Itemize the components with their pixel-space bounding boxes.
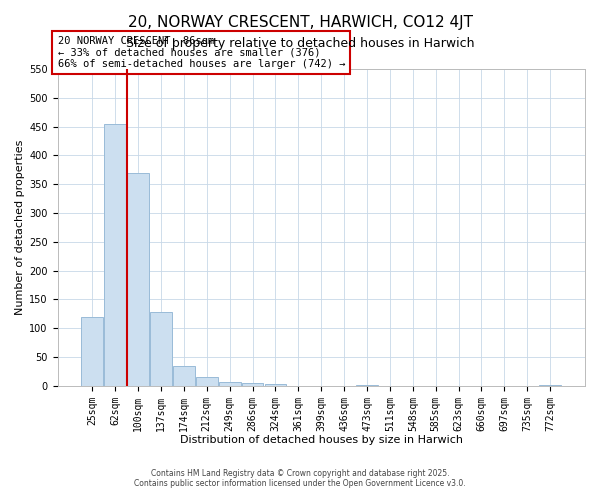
Text: Contains HM Land Registry data © Crown copyright and database right 2025.: Contains HM Land Registry data © Crown c… <box>151 468 449 477</box>
Bar <box>265 384 286 386</box>
Text: 20, NORWAY CRESCENT, HARWICH, CO12 4JT: 20, NORWAY CRESCENT, HARWICH, CO12 4JT <box>128 15 473 30</box>
Text: 20 NORWAY CRESCENT: 86sqm
← 33% of detached houses are smaller (376)
66% of semi: 20 NORWAY CRESCENT: 86sqm ← 33% of detac… <box>58 36 345 69</box>
Bar <box>104 124 126 386</box>
Text: Size of property relative to detached houses in Harwich: Size of property relative to detached ho… <box>126 38 474 51</box>
X-axis label: Distribution of detached houses by size in Harwich: Distribution of detached houses by size … <box>180 435 463 445</box>
Bar <box>82 316 103 386</box>
Text: Contains public sector information licensed under the Open Government Licence v3: Contains public sector information licen… <box>134 478 466 488</box>
Bar <box>219 382 241 386</box>
Bar <box>196 376 218 386</box>
Y-axis label: Number of detached properties: Number of detached properties <box>15 140 25 315</box>
Bar <box>127 172 149 386</box>
Bar <box>173 366 195 386</box>
Bar <box>150 312 172 386</box>
Bar <box>242 383 263 386</box>
